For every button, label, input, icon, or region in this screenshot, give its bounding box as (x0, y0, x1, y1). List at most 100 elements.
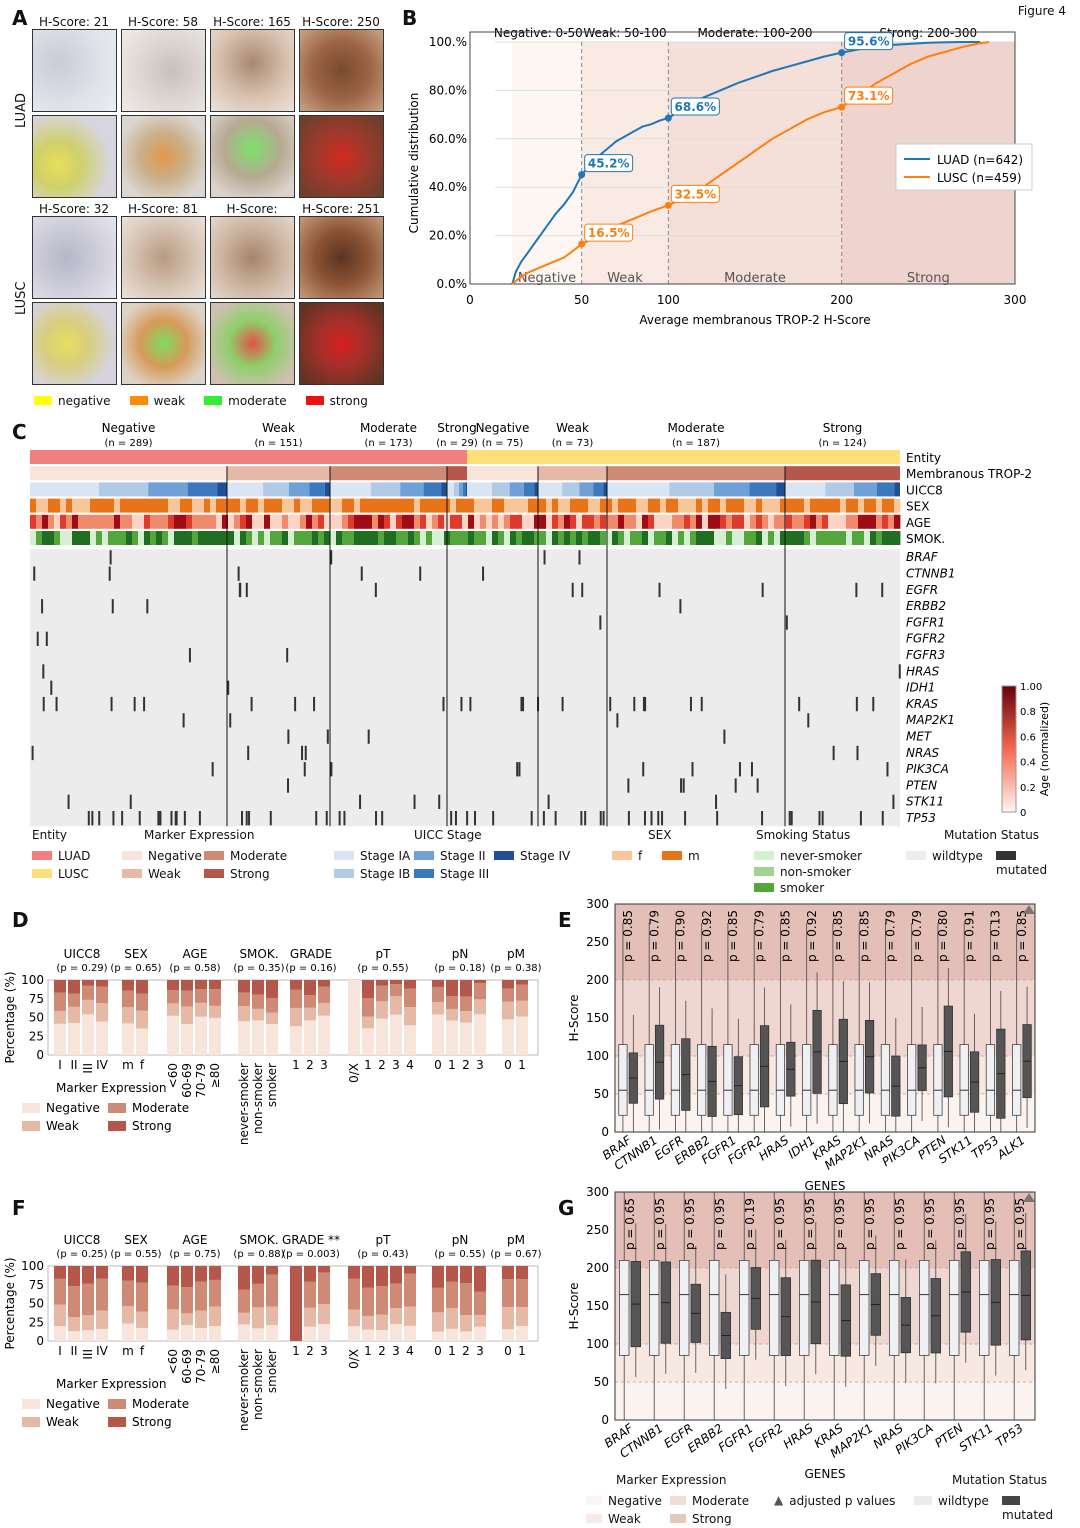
smoking-cell (438, 531, 445, 545)
band-region (615, 1268, 1035, 1344)
mutation-mark (42, 696, 45, 712)
age-cell (162, 514, 169, 529)
mutation-mark (45, 631, 48, 646)
gene-pvalue: p = 0.79 (647, 910, 661, 962)
mutation-mark (111, 599, 114, 614)
smoking-cell (336, 531, 343, 545)
sex-cell (744, 498, 751, 513)
legend-item: Strong (670, 1511, 746, 1526)
y-tick-label: 20.0% (429, 229, 467, 243)
box-wildtype (985, 1044, 996, 1116)
age-cell (738, 514, 745, 529)
sex-cell (882, 498, 889, 513)
mutation-mark (482, 566, 485, 581)
legend-label: Moderate (230, 848, 288, 863)
legend-label: Stage IB (360, 866, 411, 881)
sex-cell (126, 498, 133, 513)
oncoprint-legend: Entity LUAD LUSC Marker Expression Negat… (32, 828, 1072, 898)
smoking-cell (456, 531, 463, 545)
mutation-mark (715, 794, 718, 809)
smoking-cell (42, 531, 49, 545)
stacked-bar-segment (432, 1287, 444, 1313)
mutation-mark (245, 811, 248, 826)
sex-cell (426, 498, 433, 513)
stacked-bar-segment (460, 980, 472, 997)
mutation-mark (413, 794, 416, 809)
sex-cell (876, 498, 883, 513)
y-tick-label: 40.0% (429, 180, 467, 194)
mutation-mark (807, 713, 810, 728)
band-bottom-label: Moderate (724, 271, 786, 286)
histology-image (121, 216, 206, 299)
category-title: SMOK. (239, 1233, 278, 1247)
smoking-cell (648, 531, 655, 545)
smoking-cell (108, 531, 115, 545)
stacked-bar-segment (252, 1307, 264, 1329)
age-cell (594, 514, 601, 529)
stacked-bar-segment (390, 1324, 402, 1341)
mutation-mark (643, 811, 646, 826)
legend-swatch (670, 1496, 686, 1505)
smoking-cell (582, 531, 589, 545)
mutation-mark (303, 762, 306, 777)
stacked-bar-segment (318, 1266, 330, 1273)
gene-pvalue: p = 0.80 (936, 910, 950, 962)
stacked-bar-segment (516, 984, 528, 1001)
sex-cell (732, 498, 739, 513)
smoking-cell (72, 531, 79, 545)
y-tick-label: 250 (586, 1223, 609, 1237)
gene-pvalue: p = 0.79 (752, 910, 766, 962)
x-tick-label: 1 (518, 1344, 526, 1358)
plot-frame (614, 903, 1036, 1133)
stacked-bar-segment (252, 980, 264, 995)
legend-item: Stage IA (334, 848, 424, 863)
age-cell (222, 514, 229, 529)
smoking-cell (276, 531, 283, 545)
x-tick-label: 100 (657, 293, 680, 307)
age-cell (480, 514, 487, 529)
age-cell (582, 514, 589, 529)
age-cell (510, 514, 517, 529)
age-cell (624, 514, 631, 529)
mutation-mark (716, 811, 719, 826)
x-tick-label: 1 (292, 1058, 300, 1072)
annotated-histology-image (299, 115, 384, 198)
x-tick-label: ≥80 (208, 1349, 222, 1374)
panel-letter-f: F (12, 1196, 26, 1220)
x-tick-label: smoker (265, 1349, 279, 1393)
stacked-bar-segment (266, 1306, 278, 1325)
smoking-cell (804, 531, 811, 545)
stacked-bar-segment (238, 980, 250, 993)
stacked-bar-segment (432, 1001, 444, 1015)
mutation-mark (818, 811, 821, 826)
gene-label: EGFR (906, 583, 938, 597)
x-tick-label: smoker (265, 1063, 279, 1107)
sex-cell (222, 498, 229, 513)
age-cell (462, 514, 469, 529)
x-tick-label: 2 (462, 1058, 470, 1072)
category-pvalue: (p = 0.58) (169, 963, 220, 974)
legend-swatch (108, 1399, 126, 1409)
x-tick-label: 70-79 (194, 1063, 208, 1098)
mutation-mark (442, 696, 445, 712)
sex-cell (192, 498, 199, 513)
mutation-mark (881, 811, 884, 826)
stacked-bar-segment (68, 1006, 80, 1023)
sex-cell (288, 498, 295, 513)
sex-cell (132, 498, 139, 513)
y-axis-label: Cumulative distribution (407, 93, 421, 234)
category-title: SEX (124, 1233, 147, 1247)
gene-label: NRAS (906, 746, 940, 760)
age-cell (498, 514, 505, 529)
smoking-cell (486, 531, 493, 545)
mutation-mark (419, 566, 422, 581)
sex-cell (264, 498, 271, 513)
gene-label: ALK1 (994, 1133, 1028, 1162)
gene-pvalue: p = 0.95 (953, 1198, 967, 1250)
mutation-mark (554, 811, 557, 826)
box-wildtype (1008, 1260, 1020, 1356)
stacked-bar-segment (122, 1323, 134, 1341)
legend-swatch (662, 851, 682, 860)
mutation-mark (474, 811, 477, 826)
